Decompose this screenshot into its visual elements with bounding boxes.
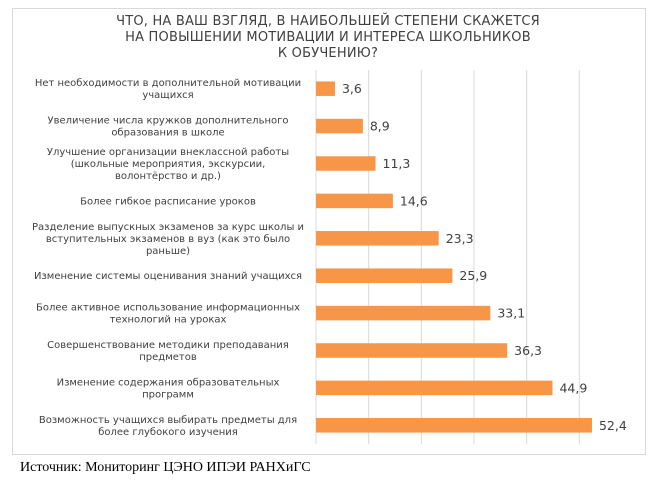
bar bbox=[316, 193, 393, 209]
bar bbox=[316, 305, 491, 321]
category-label: образования в школе bbox=[111, 128, 224, 139]
category-label: учащихся bbox=[142, 90, 193, 101]
bar bbox=[316, 343, 508, 358]
bar bbox=[316, 418, 592, 433]
data-label: 25,9 bbox=[459, 268, 487, 283]
category-label: Улучшение организации внеклассной работы bbox=[47, 147, 289, 158]
category-label: Нет необходимости в дополнительной мотив… bbox=[35, 78, 301, 89]
category-label: Изменение содержания образовательных bbox=[57, 377, 280, 388]
data-label: 36,3 bbox=[514, 343, 542, 358]
data-label: 14,6 bbox=[400, 193, 428, 208]
category-label: вступительных экзаменов в вуз (как это б… bbox=[46, 234, 290, 245]
category-label: волонтёрство и др.) bbox=[115, 171, 221, 182]
bar bbox=[316, 81, 335, 96]
bar bbox=[316, 231, 439, 246]
category-label: Увеличение числа кружков дополнительного bbox=[47, 116, 288, 127]
category-label: Совершенствование методики преподавания bbox=[47, 340, 289, 351]
data-label: 52,4 bbox=[599, 418, 627, 433]
category-label: раньше) bbox=[146, 246, 190, 257]
source-note: Источник: Мониторинг ЦЭНО ИПЭИ РАНХиГС bbox=[20, 460, 311, 475]
data-label: 44,9 bbox=[559, 380, 587, 395]
chart-title-line: ЧТО, НА ВАШ ВЗГЛЯД, В НАИБОЛЬШЕЙ СТЕПЕНИ… bbox=[116, 14, 540, 29]
category-label: Возможность учащихся выбирать предметы д… bbox=[39, 415, 297, 426]
data-label: 8,9 bbox=[370, 119, 390, 134]
category-label: (школьные мероприятия, экскурсии, bbox=[71, 159, 266, 170]
bar bbox=[316, 118, 363, 134]
category-label: предметов bbox=[139, 352, 197, 363]
chart-title-line: К ОБУЧЕНИЮ? bbox=[277, 46, 379, 61]
category-label: более глубокого изучения bbox=[98, 427, 238, 438]
data-label: 23,3 bbox=[446, 231, 474, 246]
data-label: 3,6 bbox=[342, 81, 362, 96]
category-label: технологий на уроках bbox=[110, 315, 227, 326]
category-label: Разделение выпускных экзаменов за курс ш… bbox=[32, 222, 304, 233]
data-label: 11,3 bbox=[383, 156, 411, 171]
category-label: Изменение системы оценивания знаний учащ… bbox=[34, 271, 302, 282]
bar bbox=[316, 156, 376, 171]
bar bbox=[316, 268, 453, 283]
chart-title-line: НА ПОВЫШЕНИИ МОТИВАЦИИ И ИНТЕРЕСА ШКОЛЬН… bbox=[125, 30, 531, 45]
data-label: 33,1 bbox=[497, 306, 525, 321]
bar bbox=[316, 380, 553, 396]
category-label: Более активное использование информацион… bbox=[36, 303, 300, 314]
chart-title: ЧТО, НА ВАШ ВЗГЛЯД, В НАИБОЛЬШЕЙ СТЕПЕНИ… bbox=[12, 14, 644, 62]
category-label: Более гибкое расписание уроков bbox=[80, 196, 256, 207]
category-label: программ bbox=[142, 389, 194, 400]
